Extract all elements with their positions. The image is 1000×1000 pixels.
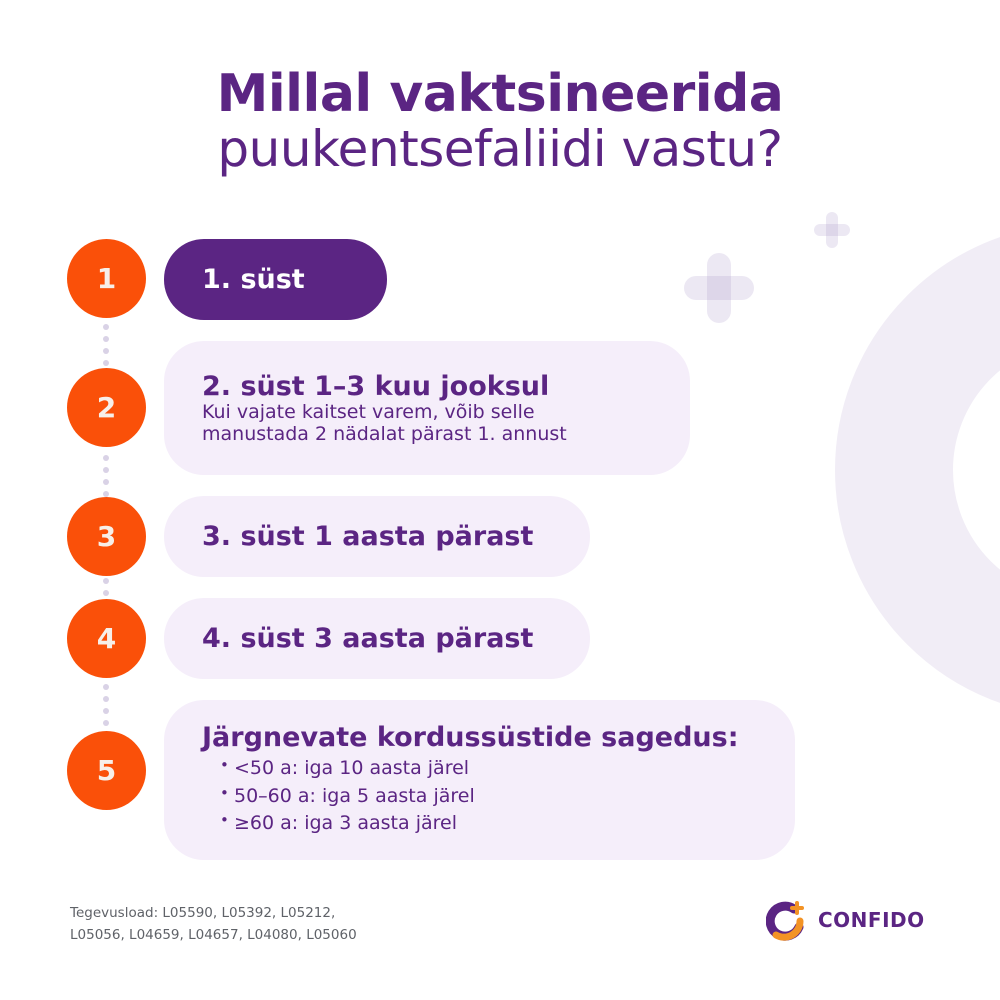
step-heading: 1. süst <box>202 263 305 295</box>
step-4-card: 4. süst 3 aasta pärast <box>164 598 590 679</box>
confido-logo: CONFIDO <box>766 897 925 943</box>
title-line-2: puukentsefaliidi vastu? <box>217 120 783 179</box>
step-5-card: Järgnevate kordussüstide sagedus: <50 a:… <box>164 700 795 860</box>
step-number-badge: 5 <box>67 731 146 810</box>
step-subtext: Kui vajate kaitset varem, võib selle <box>202 401 535 424</box>
step-number-badge: 3 <box>67 497 146 576</box>
step-heading: 3. süst 1 aasta pärast <box>202 520 534 552</box>
license-line-2: L05056, L04659, L04657, L04080, L05060 <box>70 926 357 943</box>
step-number-badge: 1 <box>67 239 146 318</box>
page-title: Millal vaktsineerida puukentsefaliidi va… <box>0 66 1000 176</box>
step-number-badge: 2 <box>67 368 146 447</box>
logo-wordmark: CONFIDO <box>818 908 925 932</box>
list-item: <50 a: iga 10 aasta järel <box>220 755 795 783</box>
list-item: 50–60 a: iga 5 aasta järel <box>220 783 795 811</box>
confido-logo-icon <box>766 901 804 941</box>
plus-decoration-small-icon <box>814 212 850 248</box>
background-ring-decoration <box>835 223 1000 717</box>
list-item: ≥60 a: iga 3 aasta järel <box>220 810 795 838</box>
license-line-1: Tegevusload: L05590, L05392, L05212, <box>70 905 336 921</box>
step-2-card: 2. süst 1–3 kuu jooksul Kui vajate kaits… <box>164 341 690 475</box>
step-heading: Järgnevate kordussüstide sagedus: <box>202 722 739 754</box>
title-line-1: Millal vaktsineerida <box>216 64 784 124</box>
step-heading: 2. süst 1–3 kuu jooksul <box>202 371 550 402</box>
step-3-card: 3. süst 1 aasta pärast <box>164 496 590 577</box>
step-heading: 4. süst 3 aasta pärast <box>202 622 534 654</box>
plus-decoration-icon <box>684 253 754 323</box>
step-number-badge: 4 <box>67 599 146 678</box>
license-numbers: Tegevusload: L05590, L05392, L05212, L05… <box>70 903 357 946</box>
step-1-card: 1. süst <box>164 239 387 320</box>
step-subtext: manustada 2 nädalat pärast 1. annust <box>202 422 567 445</box>
booster-frequency-list: <50 a: iga 10 aasta järel 50–60 a: iga 5… <box>202 755 795 838</box>
